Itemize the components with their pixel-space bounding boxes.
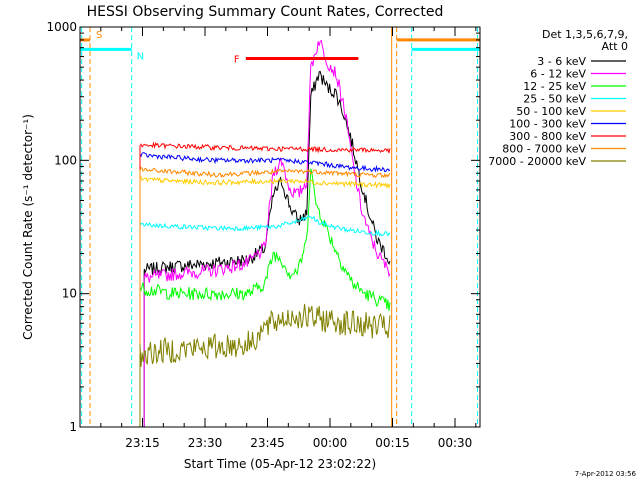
plot-area <box>81 27 478 427</box>
series-line-2 <box>143 39 391 283</box>
y-axis: 1 10 100 1000 <box>46 20 480 434</box>
y-tick-label: 100 <box>54 153 77 167</box>
series-line-7 <box>140 141 391 154</box>
x-tick-label: 23:15 <box>125 436 160 450</box>
legend-label-5: 50 - 100 keV <box>516 105 586 118</box>
series-line-3 <box>139 168 391 312</box>
legend-header-line-2: Att 0 <box>602 40 628 53</box>
y-axis-label: Corrected Count Rate (s⁻¹ detector⁻¹) <box>21 114 35 340</box>
x-tick-label: 00:00 <box>313 436 348 450</box>
x-tick-label: 00:15 <box>375 436 410 450</box>
legend-label-9: 7000 - 20000 keV <box>488 155 586 168</box>
y-tick-label: 10 <box>62 287 77 301</box>
x-axis-label: Start Time (05-Apr-12 23:02:22) <box>184 457 376 471</box>
legend-label-3: 12 - 25 keV <box>523 80 586 93</box>
legend-label-6: 100 - 300 keV <box>509 118 586 131</box>
flags-layer: S N F <box>80 30 480 66</box>
y-tick-label: 1000 <box>46 20 77 34</box>
legend-label-1: 3 - 6 keV <box>537 55 586 68</box>
series-line-6 <box>139 152 391 173</box>
flag-label-S: S <box>96 30 102 41</box>
legend-label-2: 6 - 12 keV <box>530 68 586 81</box>
legend-label-7: 300 - 800 keV <box>509 130 586 143</box>
flag-label-F: F <box>234 55 240 66</box>
x-tick-label: 23:30 <box>188 436 223 450</box>
series-line-8 <box>139 166 391 179</box>
legend-label-4: 25 - 50 keV <box>523 93 586 106</box>
plot-frame <box>79 26 481 428</box>
y-tick-label: 1 <box>69 420 77 434</box>
series-line-5 <box>139 176 391 190</box>
x-axis: 23:15 23:30 23:45 00:00 00:15 00:30 <box>79 27 477 450</box>
series-line-4 <box>139 214 391 237</box>
flag-label-N: N <box>137 51 144 62</box>
chart-title: HESSI Observing Summary Count Rates, Cor… <box>87 4 444 20</box>
legend-label-8: 800 - 7000 keV <box>502 143 586 156</box>
legend-header-line-1: Det 1,3,5,6,7,9, <box>542 28 628 41</box>
series-layer <box>139 39 391 427</box>
series-line-9 <box>139 303 391 367</box>
x-tick-label: 23:45 <box>250 436 285 450</box>
timestamp-stamp: 7-Apr-2012 03:56 <box>575 470 637 478</box>
x-tick-label: 00:30 <box>438 436 473 450</box>
